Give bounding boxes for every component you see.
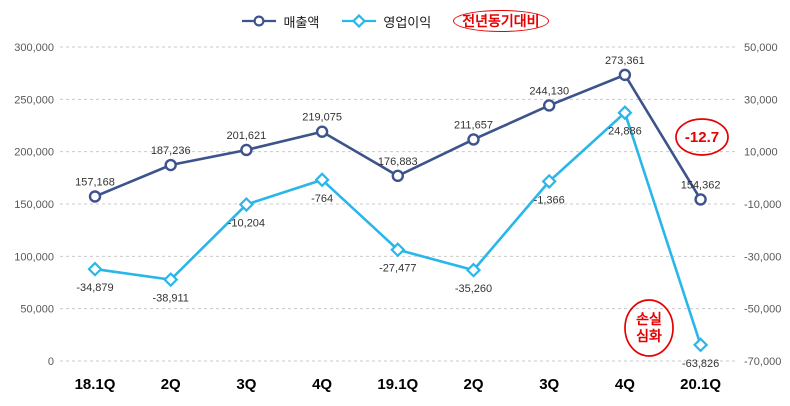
yoy-change-ellipse: [675, 118, 729, 156]
revenue-marker: [694, 193, 707, 206]
y-axis-tick-left: 250,000: [14, 94, 54, 106]
revenue-data-label: 176,883: [378, 156, 418, 168]
profit-marker: [693, 337, 709, 353]
revenue-marker: [618, 68, 632, 82]
profit-data-label: -34,879: [76, 282, 113, 294]
loss-deepening-text-1: 손실: [636, 311, 662, 327]
x-axis-label: 3Q: [539, 376, 559, 393]
profit-marker: [87, 261, 103, 277]
profit-marker: [390, 242, 406, 258]
y-axis-tick-left: 200,000: [14, 147, 54, 159]
x-axis-label: 2Q: [161, 376, 181, 393]
profit-data-label: -27,477: [379, 263, 416, 275]
profit-data-label: 24,886: [608, 126, 642, 138]
revenue-data-label: 219,075: [302, 112, 342, 124]
x-axis-label: 2Q: [463, 376, 483, 393]
y-axis-tick-right: 10,000: [744, 147, 778, 159]
x-axis-label: 20.1Q: [680, 376, 721, 393]
revenue-marker: [543, 99, 556, 112]
yoy-change-value: -12.7: [685, 129, 719, 146]
x-axis-label: 4Q: [615, 376, 635, 393]
revenue-marker: [240, 143, 253, 157]
y-axis-tick-left: 0: [48, 356, 54, 368]
y-axis-tick-right: -70,000: [744, 356, 781, 368]
y-axis-tick-left: 50,000: [20, 304, 54, 316]
revenue-data-label: 273,361: [605, 55, 645, 67]
revenue-marker: [88, 190, 102, 203]
revenue-data-label: 201,621: [227, 130, 267, 142]
profit-data-label: -38,911: [152, 293, 189, 305]
y-axis-tick-right: -10,000: [744, 199, 781, 211]
revenue-marker: [391, 169, 404, 183]
profit-marker: [238, 196, 254, 213]
x-axis-label: 4Q: [312, 376, 332, 393]
loss-deepening-text-2: 심화: [636, 328, 662, 344]
y-axis-tick-right: -30,000: [744, 251, 781, 263]
revenue-marker: [315, 125, 329, 138]
revenue-data-label: 187,236: [151, 145, 191, 157]
y-axis-tick-left: 150,000: [14, 199, 54, 211]
y-axis-tick-left: 300,000: [14, 42, 54, 54]
profit-marker: [314, 172, 330, 188]
profit-data-label: -764: [311, 193, 333, 205]
profit-marker: [163, 272, 179, 288]
loss-deepening-ellipse: [624, 299, 674, 357]
y-axis-tick-right: 30,000: [744, 94, 778, 106]
revenue-data-label: 211,657: [454, 119, 493, 131]
x-axis-label: 18.1Q: [75, 376, 116, 393]
profit-data-label: -35,260: [455, 283, 492, 295]
revenue-data-label: 244,130: [529, 85, 569, 97]
revenue-marker: [164, 158, 177, 172]
profit-data-label: -1,366: [534, 194, 565, 206]
y-axis-tick-right: 50,000: [744, 42, 778, 54]
revenue-data-label: 154,362: [681, 179, 721, 191]
profit-marker: [541, 173, 557, 189]
x-axis-label: 3Q: [236, 376, 256, 393]
profit-marker: [465, 262, 482, 278]
revenue-data-label: 157,168: [75, 176, 115, 188]
y-axis-tick-left: 100,000: [14, 251, 54, 263]
profit-marker: [617, 105, 633, 121]
y-axis-tick-right: -50,000: [744, 304, 781, 316]
profit-data-label: -63,826: [682, 358, 719, 370]
x-axis-label: 19.1Q: [377, 376, 418, 393]
profit-data-label: -10,204: [228, 218, 265, 230]
revenue-marker: [467, 133, 480, 146]
